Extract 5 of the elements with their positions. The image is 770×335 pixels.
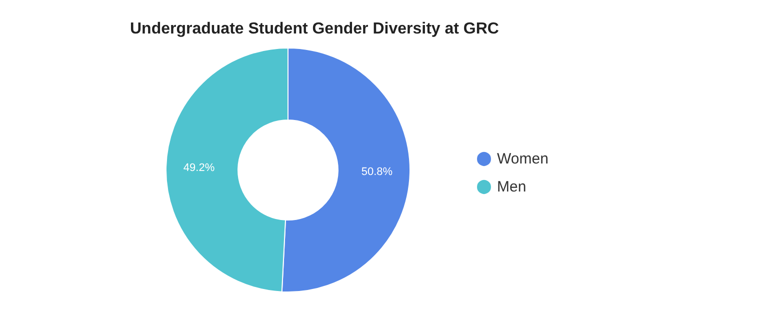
data-label: 50.8% [361, 166, 393, 178]
data-label: 49.2% [183, 162, 215, 174]
chart-title: Undergraduate Student Gender Diversity at GRC [130, 20, 500, 38]
legend-label: Women [497, 150, 548, 168]
legend-label: Men [497, 178, 526, 196]
